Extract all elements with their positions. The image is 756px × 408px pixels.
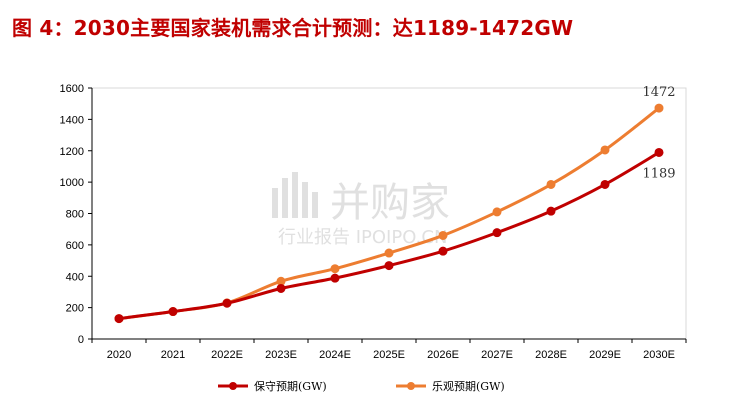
data-point: [546, 179, 556, 189]
x-tick-label: 2023E: [265, 349, 297, 361]
data-label: 1472: [642, 85, 675, 100]
watermark-sub-text: 行业报告 IPOIPO.CN: [278, 227, 447, 248]
data-point: [330, 273, 340, 283]
legend-label: 保守预期(GW): [254, 379, 327, 393]
x-tick-label: 2021: [161, 349, 185, 361]
x-tick-label: 2030E: [643, 349, 675, 361]
data-point: [384, 261, 394, 271]
y-tick-label: 200: [66, 303, 84, 315]
data-point: [168, 307, 178, 317]
data-point: [654, 147, 664, 157]
y-tick-label: 1200: [60, 146, 84, 158]
x-tick-label: 2025E: [373, 349, 405, 361]
y-tick-label: 1000: [60, 177, 84, 189]
y-tick-label: 400: [66, 271, 84, 283]
data-point: [600, 179, 610, 189]
watermark-logo-icon: [272, 172, 318, 218]
legend-marker: [229, 382, 237, 390]
x-tick-label: 2028E: [535, 349, 567, 361]
y-tick-label: 1400: [60, 114, 84, 126]
y-tick-label: 600: [66, 240, 84, 252]
chart-title: 图 4：2030主要国家装机需求合计预测：达1189-1472GW: [12, 16, 574, 40]
data-point: [600, 145, 610, 155]
x-tick-label: 2026E: [427, 349, 459, 361]
data-point: [438, 230, 448, 240]
data-point: [438, 246, 448, 256]
x-tick-label: 2022E: [211, 349, 243, 361]
y-tick-label: 0: [78, 334, 84, 346]
data-point: [654, 103, 664, 113]
x-tick-label: 2024E: [319, 349, 351, 361]
data-point: [384, 248, 394, 258]
y-tick-label: 800: [66, 209, 84, 221]
x-tick-label: 2020: [107, 349, 131, 361]
x-tick-label: 2029E: [589, 349, 621, 361]
data-point: [114, 314, 124, 324]
watermark: 并购家 行业报告 IPOIPO.CN: [272, 172, 450, 248]
data-point: [276, 283, 286, 293]
x-tick-label: 2027E: [481, 349, 513, 361]
data-point: [330, 264, 340, 274]
data-point: [222, 298, 232, 308]
data-label: 1189: [642, 166, 675, 181]
y-tick-label: 1600: [60, 83, 84, 95]
data-point: [546, 206, 556, 216]
data-point: [492, 228, 502, 238]
data-point: [492, 207, 502, 217]
watermark-logo-text: 并购家: [330, 180, 450, 226]
legend-label: 乐观预期(GW): [432, 380, 505, 393]
legend-marker: [407, 382, 415, 390]
